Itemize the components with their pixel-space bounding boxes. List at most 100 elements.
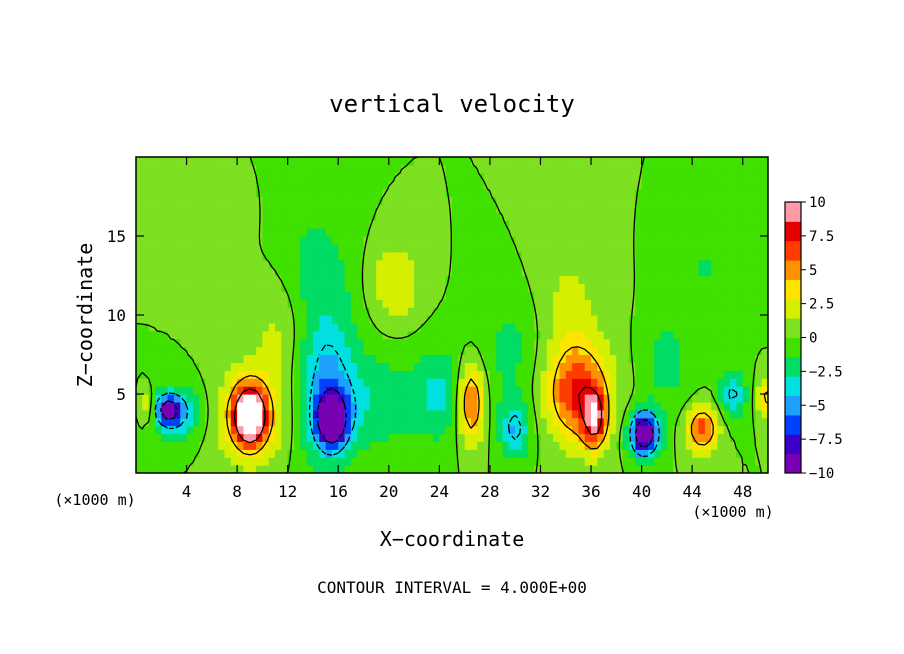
heat-cell [565, 425, 573, 435]
heat-cell [698, 220, 706, 229]
heat-cell [502, 370, 510, 379]
heat-cell [420, 315, 428, 324]
heat-cell [477, 299, 485, 308]
heat-cell [350, 259, 358, 269]
heat-cell [496, 417, 504, 427]
heat-cell [470, 401, 478, 411]
heat-cell [445, 362, 453, 371]
heat-cell [660, 346, 668, 356]
heat-cell [464, 394, 472, 403]
heat-cell [173, 417, 181, 427]
heat-cell [660, 401, 668, 411]
heat-cell [635, 354, 643, 363]
heat-cell [281, 425, 289, 435]
heat-cell [344, 220, 352, 229]
heat-cell [382, 291, 390, 300]
heat-cell [376, 386, 384, 395]
heat-cell [306, 291, 314, 300]
heat-cell [723, 386, 731, 395]
heat-cell [723, 283, 731, 292]
heat-cell [496, 362, 504, 371]
heat-cell [477, 465, 485, 473]
heat-cell [319, 465, 327, 473]
heat-cell [584, 251, 592, 261]
heat-cell [350, 220, 358, 229]
heat-cell [628, 433, 636, 442]
heat-cell [470, 251, 478, 261]
heat-cell [357, 283, 365, 292]
heat-cell [470, 188, 478, 198]
heat-cell [331, 354, 339, 363]
heat-cell [641, 378, 649, 387]
heat-cell [483, 251, 491, 261]
heat-cell [426, 228, 434, 237]
heat-cell [483, 409, 491, 419]
heat-cell [559, 283, 567, 292]
heat-cell [565, 354, 573, 363]
heat-cell [287, 417, 295, 427]
heat-cell [224, 417, 232, 427]
heat-cell [521, 417, 529, 427]
heat-cell [685, 354, 693, 363]
heat-cell [262, 228, 270, 237]
heat-cell [205, 267, 213, 277]
heat-cell [300, 275, 308, 284]
heat-cell [597, 378, 605, 387]
heat-cell [426, 299, 434, 308]
heat-cell [515, 346, 523, 356]
heat-cell [262, 354, 270, 363]
heat-cell [679, 204, 687, 213]
heat-cell [401, 354, 409, 363]
heat-cell [300, 243, 308, 253]
heat-cell [761, 386, 768, 395]
heat-cell [755, 370, 763, 379]
heat-cell [388, 236, 396, 245]
heat-cell [161, 386, 169, 395]
heat-cell [300, 465, 308, 473]
heat-cell [540, 307, 548, 316]
heat-cell [167, 172, 175, 182]
heat-cell [496, 220, 504, 229]
heat-cell [173, 220, 181, 229]
heat-cell [565, 330, 573, 340]
heat-cell [294, 338, 301, 348]
heat-cell [749, 283, 756, 292]
heat-cell [192, 180, 200, 190]
heat-cell [742, 346, 750, 356]
heat-cell [287, 346, 295, 356]
heat-cell [186, 362, 194, 371]
heat-cell [717, 354, 725, 363]
heat-cell [268, 196, 276, 205]
heat-cell [275, 172, 282, 182]
heat-cell [572, 441, 579, 450]
x-tick-label: 32 [531, 482, 550, 501]
heat-cell [515, 338, 523, 348]
heat-cell [578, 433, 586, 442]
heat-cell [199, 425, 207, 435]
heat-cell [736, 354, 744, 363]
heat-cell [243, 457, 251, 466]
heat-cell [534, 228, 542, 237]
heat-cell [666, 370, 674, 379]
heat-cell [578, 449, 586, 458]
heat-cell [704, 188, 712, 198]
heat-cell [464, 243, 472, 253]
heat-cell [692, 180, 700, 190]
heat-cell [186, 196, 194, 205]
heat-cell [306, 196, 314, 205]
heat-cell [180, 157, 188, 166]
heat-cell [578, 299, 586, 308]
heat-cell [521, 441, 529, 450]
heat-cell [173, 243, 181, 253]
heat-cell [445, 188, 453, 198]
heat-cell [477, 394, 485, 403]
heat-cell [464, 425, 472, 435]
heat-cell [666, 378, 674, 387]
heat-cell [325, 291, 333, 300]
heat-cell [692, 354, 700, 363]
heat-cell [698, 172, 706, 182]
heat-cell [673, 330, 681, 340]
heat-cell [192, 291, 200, 300]
heat-cell [262, 433, 270, 442]
heat-cell [237, 425, 245, 435]
